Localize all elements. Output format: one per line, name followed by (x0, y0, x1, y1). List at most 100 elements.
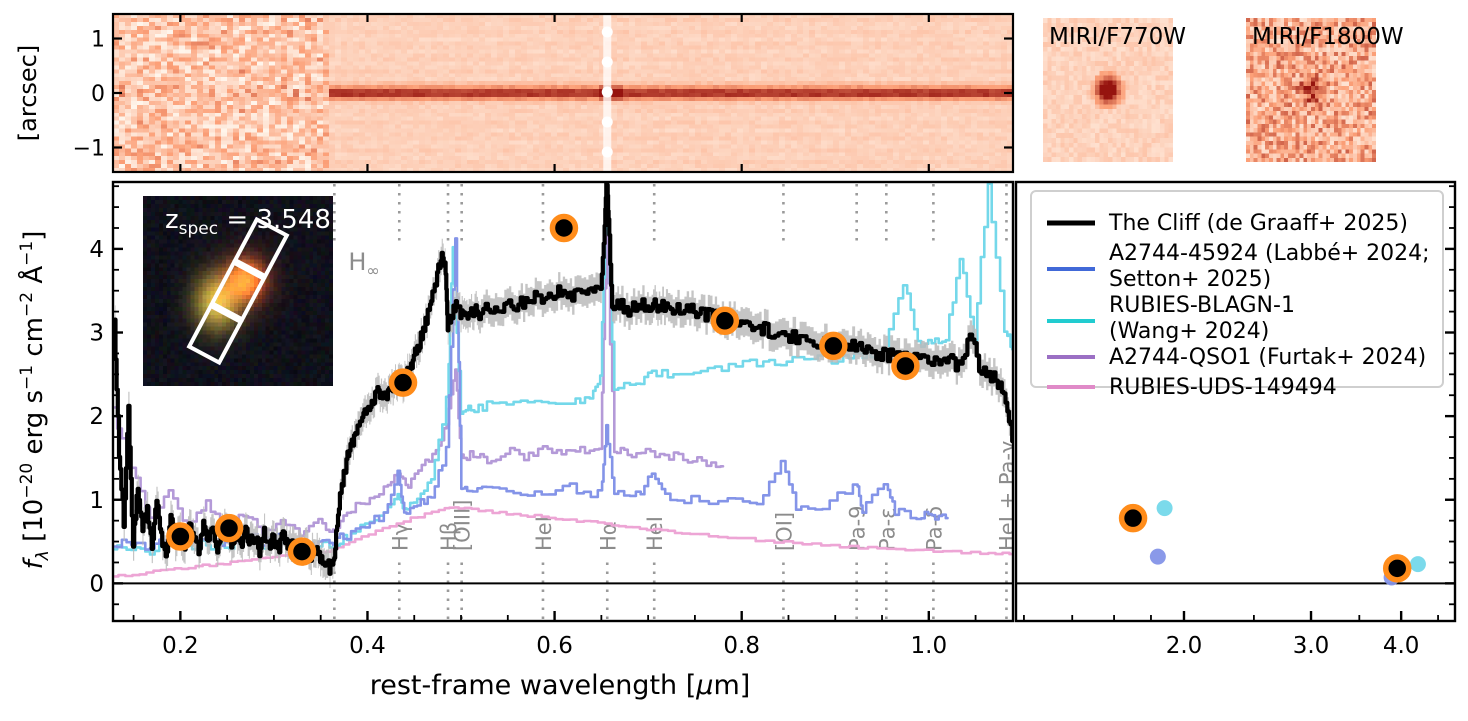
spectrum-pixel (431, 65, 438, 70)
spectrum-pixel (557, 49, 564, 55)
spectrum-pixel (833, 53, 840, 59)
spectrum-pixel (641, 73, 648, 78)
spectrum-pixel (719, 14, 726, 19)
spectrum-pixel (869, 89, 876, 94)
spectrum-pixel (617, 53, 624, 59)
spectrum-pixel (953, 112, 960, 118)
spectrum-pixel (617, 73, 624, 78)
spectrum-pixel (335, 49, 342, 55)
spectrum-pixel (815, 57, 822, 62)
spectrum-pixel (167, 29, 174, 35)
spectrum-pixel (785, 73, 792, 78)
spectrum-pixel (857, 14, 864, 19)
spectrum-pixel (515, 25, 522, 31)
spectrum-pixel (461, 89, 468, 94)
spectrum-pixel (569, 124, 576, 130)
spectrum-pixel (437, 104, 444, 110)
spectrum-pixel (857, 96, 864, 102)
spectrum-pixel (233, 14, 240, 19)
spectrum-pixel (809, 93, 816, 98)
spectrum-pixel (563, 25, 570, 31)
spectrum-pixel (293, 85, 300, 90)
spectrum-pixel (851, 81, 858, 86)
spectrum-pixel (227, 53, 234, 59)
spectrum-pixel (221, 144, 228, 149)
spectrum-pixel (989, 57, 996, 62)
spectrum-pixel (923, 104, 930, 110)
spectrum-pixel (863, 14, 870, 19)
spectrum-pixel (725, 108, 732, 114)
spectrum-pixel (551, 25, 558, 31)
spectrum-pixel (755, 108, 762, 114)
spectrum-pixel (287, 77, 294, 82)
spectrum-pixel (887, 49, 894, 55)
spectrum-pixel (485, 128, 492, 134)
spectrum-pixel (143, 14, 150, 19)
spectrum-pixel (443, 49, 450, 55)
spectrum-pixel (227, 81, 234, 86)
spectrum-pixel (929, 69, 936, 74)
spectrum-pixel (1001, 14, 1008, 19)
spectrum-pixel (437, 112, 444, 118)
spectrum-pixel (209, 93, 216, 98)
spectrum-pixel (323, 89, 330, 94)
spectrum-pixel (113, 120, 120, 126)
spectrum-pixel (257, 14, 264, 19)
spectrum-pixel (821, 124, 828, 130)
spectrum-pixel (383, 29, 390, 35)
spectrum-pixel (989, 104, 996, 110)
spectrum-pixel (809, 112, 816, 118)
spectrum-pixel (359, 136, 366, 141)
spectrum-pixel (539, 140, 546, 145)
spectrum-pixel (419, 128, 426, 134)
spectrum-pixel (911, 49, 918, 55)
spectrum-pixel (695, 49, 702, 55)
spectrum-pixel (491, 45, 498, 51)
spectrum-pixel (641, 41, 648, 47)
spectrum-pixel (461, 116, 468, 122)
spectrum-pixel (275, 104, 282, 110)
spectrum-pixel (545, 108, 552, 114)
spectrum-pixel (539, 17, 546, 23)
spectrum-pixel (767, 140, 774, 145)
spectrum-pixel (131, 33, 138, 39)
spectrum-pixel (275, 25, 282, 31)
spectrum-pixel (275, 132, 282, 138)
spectrum-pixel (965, 17, 972, 23)
spectrum-pixel (911, 37, 918, 43)
spectrum-pixel (731, 140, 738, 145)
spectrum-pixel (797, 100, 804, 106)
spectrum-pixel (683, 25, 690, 31)
spectrum-pixel (461, 53, 468, 59)
spectrum-pixel (509, 112, 516, 118)
spectrum-pixel (557, 73, 564, 78)
spectrum-pixel (227, 21, 234, 27)
spectrum-pixel (611, 41, 618, 47)
spectrum-pixel (971, 81, 978, 86)
spectrum-pixel (287, 49, 294, 55)
spectrum-pixel (719, 89, 726, 94)
spectrum-pixel (701, 14, 708, 19)
spectrum-pixel (617, 132, 624, 138)
spectrum-pixel (443, 53, 450, 59)
spectrum-pixel (275, 57, 282, 62)
spectrum-pixel (731, 89, 738, 94)
spectrum-pixel (125, 108, 132, 114)
spectrum-pixel (791, 29, 798, 35)
spectrum-pixel (587, 17, 594, 23)
spectrum-pixel (611, 128, 618, 134)
spectrum-pixel (995, 53, 1002, 59)
spectrum-pixel (989, 14, 996, 19)
spectrum-pixel (251, 89, 258, 94)
spectrum-pixel (893, 14, 900, 19)
spectrum-pixel (311, 45, 318, 51)
spectrum-pixel (767, 45, 774, 51)
spectrum-pixel (845, 120, 852, 126)
spectrum-pixel (455, 132, 462, 138)
spectrum-pixel (923, 108, 930, 114)
spectrum-pixel (179, 132, 186, 138)
spectrum-pixel (455, 128, 462, 134)
spectrum-pixel (173, 124, 180, 130)
spectrum-pixel (263, 33, 270, 39)
spectrum-pixel (887, 33, 894, 39)
